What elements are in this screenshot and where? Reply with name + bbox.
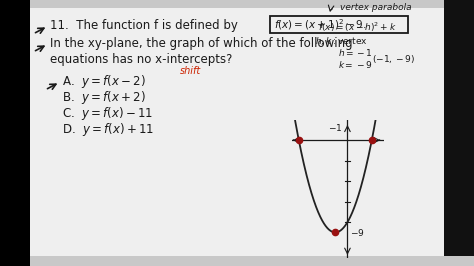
- Bar: [444, 0, 474, 266]
- Text: equations has no x-intercepts?: equations has no x-intercepts?: [50, 52, 232, 65]
- Text: vertex parabola: vertex parabola: [340, 3, 411, 13]
- Text: $h=-1$: $h=-1$: [338, 48, 373, 59]
- Text: C.  $y = f(x) - 11$: C. $y = f(x) - 11$: [62, 106, 153, 123]
- Text: $h,k:$vertex: $h,k:$vertex: [315, 35, 368, 47]
- Text: B.  $y = f(x + 2)$: B. $y = f(x + 2)$: [62, 89, 146, 106]
- Text: In the xy-plane, the graph of which of the following: In the xy-plane, the graph of which of t…: [50, 38, 353, 51]
- Text: D.  $y = f(x) + 11$: D. $y = f(x) + 11$: [62, 122, 154, 139]
- Bar: [0, 0, 30, 266]
- Bar: [30, 8, 444, 256]
- Text: $(-1,-9)$: $(-1,-9)$: [372, 53, 415, 65]
- Text: $f(x) = (x-h)^2 + k$: $f(x) = (x-h)^2 + k$: [318, 20, 397, 34]
- Text: $k=-9$: $k=-9$: [338, 60, 373, 70]
- Text: $f(x) = (x+1)^2 - 9.$: $f(x) = (x+1)^2 - 9.$: [274, 17, 367, 32]
- Text: $-1$: $-1$: [328, 122, 343, 133]
- Text: A.  $y = f(x - 2)$: A. $y = f(x - 2)$: [62, 73, 146, 90]
- Bar: [270, 16, 408, 33]
- Text: $-9$: $-9$: [350, 227, 365, 238]
- Text: shift: shift: [180, 66, 201, 76]
- Text: 11.  The function f is defined by: 11. The function f is defined by: [50, 19, 238, 31]
- Bar: [30, 256, 474, 266]
